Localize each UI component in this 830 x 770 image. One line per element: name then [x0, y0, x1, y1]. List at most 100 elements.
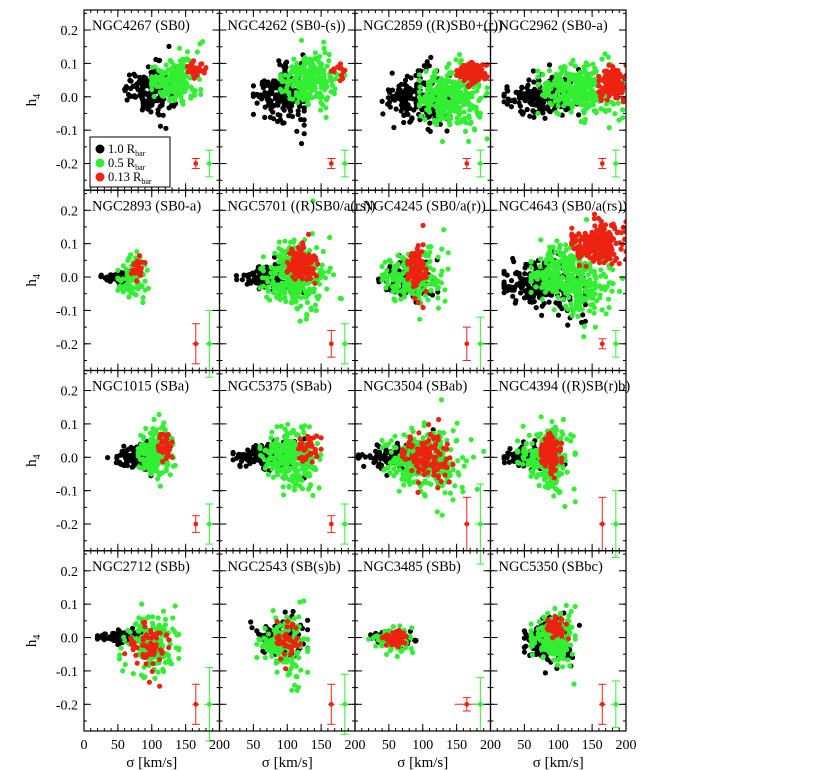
data-point: [312, 50, 318, 56]
data-point: [282, 72, 288, 78]
data-point: [292, 250, 298, 256]
data-point: [126, 72, 132, 78]
data-point: [423, 68, 429, 74]
error-bar-point: [613, 341, 619, 347]
data-point: [427, 275, 433, 281]
data-point: [260, 283, 266, 289]
data-point: [120, 276, 126, 282]
data-point: [420, 242, 426, 248]
data-point: [329, 82, 335, 88]
data-point: [397, 87, 403, 93]
data-point: [192, 92, 198, 98]
data-point: [291, 56, 297, 62]
data-point: [534, 290, 540, 296]
data-point: [568, 273, 574, 279]
data-point: [423, 269, 429, 276]
data-point: [615, 91, 621, 97]
data-point: [460, 117, 466, 123]
data-point: [523, 95, 529, 101]
series-3: [284, 231, 321, 286]
panel-3: NGC2859 ((R)SB0+(r)): [354, 9, 503, 191]
data-point: [598, 95, 604, 101]
data-point: [583, 263, 589, 269]
data-point: [129, 464, 135, 470]
data-point: [311, 74, 317, 80]
data-point: [510, 293, 516, 299]
error-bar-green: [205, 309, 214, 378]
data-point: [599, 307, 605, 313]
data-point: [203, 65, 209, 71]
data-point: [276, 58, 282, 64]
data-point: [151, 98, 157, 104]
data-point: [433, 87, 439, 93]
data-point: [449, 69, 455, 76]
data-point: [592, 223, 598, 229]
data-point: [416, 258, 422, 264]
data-point: [313, 307, 319, 314]
error-bar-point: [328, 341, 334, 347]
data-point: [585, 104, 591, 110]
data-point: [289, 246, 295, 252]
data-point: [400, 270, 406, 276]
data-point: [166, 43, 172, 50]
data-point: [513, 89, 519, 95]
data-point: [552, 92, 558, 98]
data-point: [555, 277, 561, 283]
panel-points: [501, 211, 626, 340]
data-point: [508, 278, 515, 284]
data-point: [416, 72, 422, 78]
data-point: [201, 70, 207, 76]
data-point: [527, 299, 533, 305]
data-point: [584, 288, 590, 294]
data-point: [140, 299, 146, 306]
data-point: [395, 261, 401, 267]
data-point: [180, 75, 186, 81]
data-point: [605, 255, 611, 261]
data-point: [141, 74, 147, 80]
data-point: [410, 96, 416, 102]
data-point: [616, 288, 623, 294]
data-point: [479, 66, 485, 73]
data-point: [320, 248, 326, 255]
data-point: [312, 302, 318, 308]
data-point: [295, 264, 301, 270]
panel-points: [122, 39, 209, 131]
data-point: [613, 240, 619, 246]
data-point: [557, 94, 563, 100]
data-point: [269, 274, 275, 280]
data-point: [561, 68, 568, 74]
data-point: [265, 288, 271, 294]
data-point: [390, 96, 396, 102]
data-point: [541, 284, 547, 290]
data-point: [418, 96, 424, 102]
data-point: [601, 284, 607, 290]
data-point: [272, 271, 279, 277]
data-point: [406, 286, 412, 293]
data-point: [153, 81, 159, 87]
data-point: [470, 75, 476, 81]
data-point: [604, 97, 610, 103]
data-point: [142, 278, 148, 284]
data-point: [565, 283, 571, 289]
data-point: [623, 228, 626, 234]
data-point: [554, 289, 560, 295]
data-point: [592, 324, 599, 330]
data-point: [130, 447, 136, 453]
data-point: [333, 76, 339, 82]
data-point: [399, 254, 405, 260]
data-point: [407, 92, 413, 98]
data-point: [484, 85, 490, 91]
data-point: [477, 110, 483, 116]
data-point: [607, 247, 613, 253]
data-point: [296, 95, 302, 101]
data-point: [311, 286, 317, 292]
data-point: [610, 89, 616, 95]
data-point: [576, 262, 583, 269]
data-point: [623, 72, 626, 79]
data-point: [280, 271, 286, 277]
data-point: [613, 86, 619, 92]
data-point: [286, 91, 292, 97]
data-point: [465, 61, 471, 68]
data-point: [501, 91, 507, 97]
data-point: [436, 115, 442, 122]
